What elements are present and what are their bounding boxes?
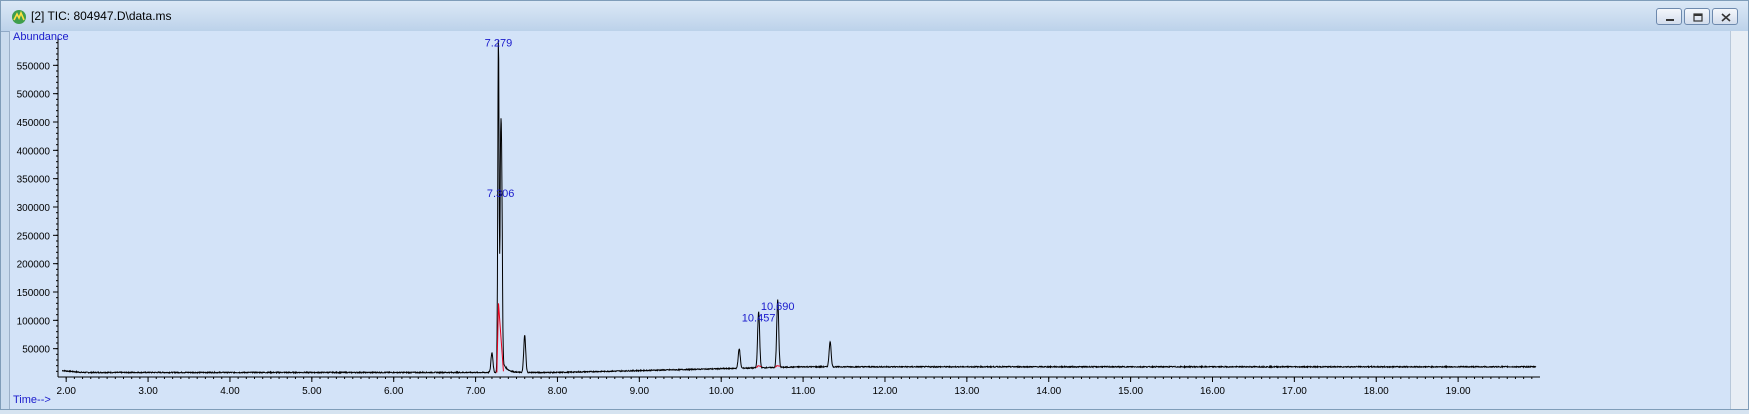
- y-tick-label: 300000: [17, 203, 51, 214]
- integration-mark: [756, 365, 762, 369]
- y-ticks: 50000 100000 150000 200000 250000 300000 35000…: [17, 42, 58, 372]
- peak-label: 7.306: [487, 188, 515, 200]
- x-tick-label: 11.00: [791, 386, 816, 397]
- chromatogram-app-icon: [11, 9, 27, 25]
- title-bar[interactable]: [2] TIC: 804947.D\data.ms: [1, 1, 1748, 32]
- x-tick-label: 19.00: [1446, 386, 1471, 397]
- integration-marks: [496, 303, 781, 373]
- x-tick-label: 12.00: [872, 386, 897, 397]
- peak-label: 10.690: [761, 301, 795, 313]
- minimize-icon: [1666, 19, 1674, 21]
- x-tick-label: 15.00: [1118, 386, 1143, 397]
- x-tick-label: 3.00: [138, 386, 158, 397]
- x-tick-label: 9.00: [630, 386, 650, 397]
- x-tick-label: 13.00: [954, 386, 979, 397]
- y-tick-label: 200000: [17, 260, 51, 271]
- peak-label: 10.457: [742, 313, 776, 325]
- window-title: [2] TIC: 804947.D\data.ms: [31, 9, 172, 23]
- axes-group: [57, 37, 1540, 378]
- y-tick-label: 250000: [17, 231, 51, 242]
- integration-mark: [496, 303, 504, 373]
- y-tick-label: 550000: [17, 61, 51, 72]
- chart-panel[interactable]: 50000 100000 150000 200000 250000 300000 35000…: [9, 31, 1732, 409]
- y-tick-label: 100000: [17, 316, 51, 327]
- y-tick-label: 450000: [17, 118, 51, 129]
- close-button[interactable]: [1712, 8, 1738, 25]
- chromatogram-chart[interactable]: 50000 100000 150000 200000 250000 300000 35000…: [10, 31, 1732, 409]
- x-tick-label: 10.00: [709, 386, 734, 397]
- x-tick-label: 17.00: [1282, 386, 1307, 397]
- x-tick-label: 16.00: [1200, 386, 1225, 397]
- x-tick-label: 6.00: [384, 386, 404, 397]
- restore-button[interactable]: [1684, 8, 1710, 25]
- tic-trace: [61, 40, 1537, 375]
- x-tick-label: 4.00: [220, 386, 240, 397]
- x-tick-label: 5.00: [302, 386, 322, 397]
- x-tick-label: 7.00: [466, 386, 486, 397]
- peak-label: 7.279: [485, 38, 513, 50]
- x-axis-label: Time-->: [13, 394, 51, 406]
- x-tick-label: 2.00: [56, 386, 76, 397]
- integration-mark: [774, 365, 781, 368]
- restore-icon: [1693, 13, 1703, 22]
- y-tick-label: 500000: [17, 90, 51, 101]
- y-axis-label: Abundance: [13, 31, 69, 43]
- y-tick-label: 50000: [22, 345, 50, 356]
- y-tick-label: 400000: [17, 146, 51, 157]
- x-tick-label: 18.00: [1364, 386, 1389, 397]
- vertical-scrollbar[interactable]: [1730, 31, 1748, 409]
- x-tick-label: 14.00: [1036, 386, 1061, 397]
- close-icon: [1721, 13, 1731, 22]
- minimize-button[interactable]: [1656, 8, 1682, 25]
- y-tick-label: 150000: [17, 288, 51, 299]
- x-ticks: 2.00 3.00 4.00 5.00 6.00 7.00 8.00 9.00 10.00 11.…: [56, 377, 1533, 397]
- y-tick-label: 350000: [17, 175, 51, 186]
- x-tick-label: 8.00: [548, 386, 568, 397]
